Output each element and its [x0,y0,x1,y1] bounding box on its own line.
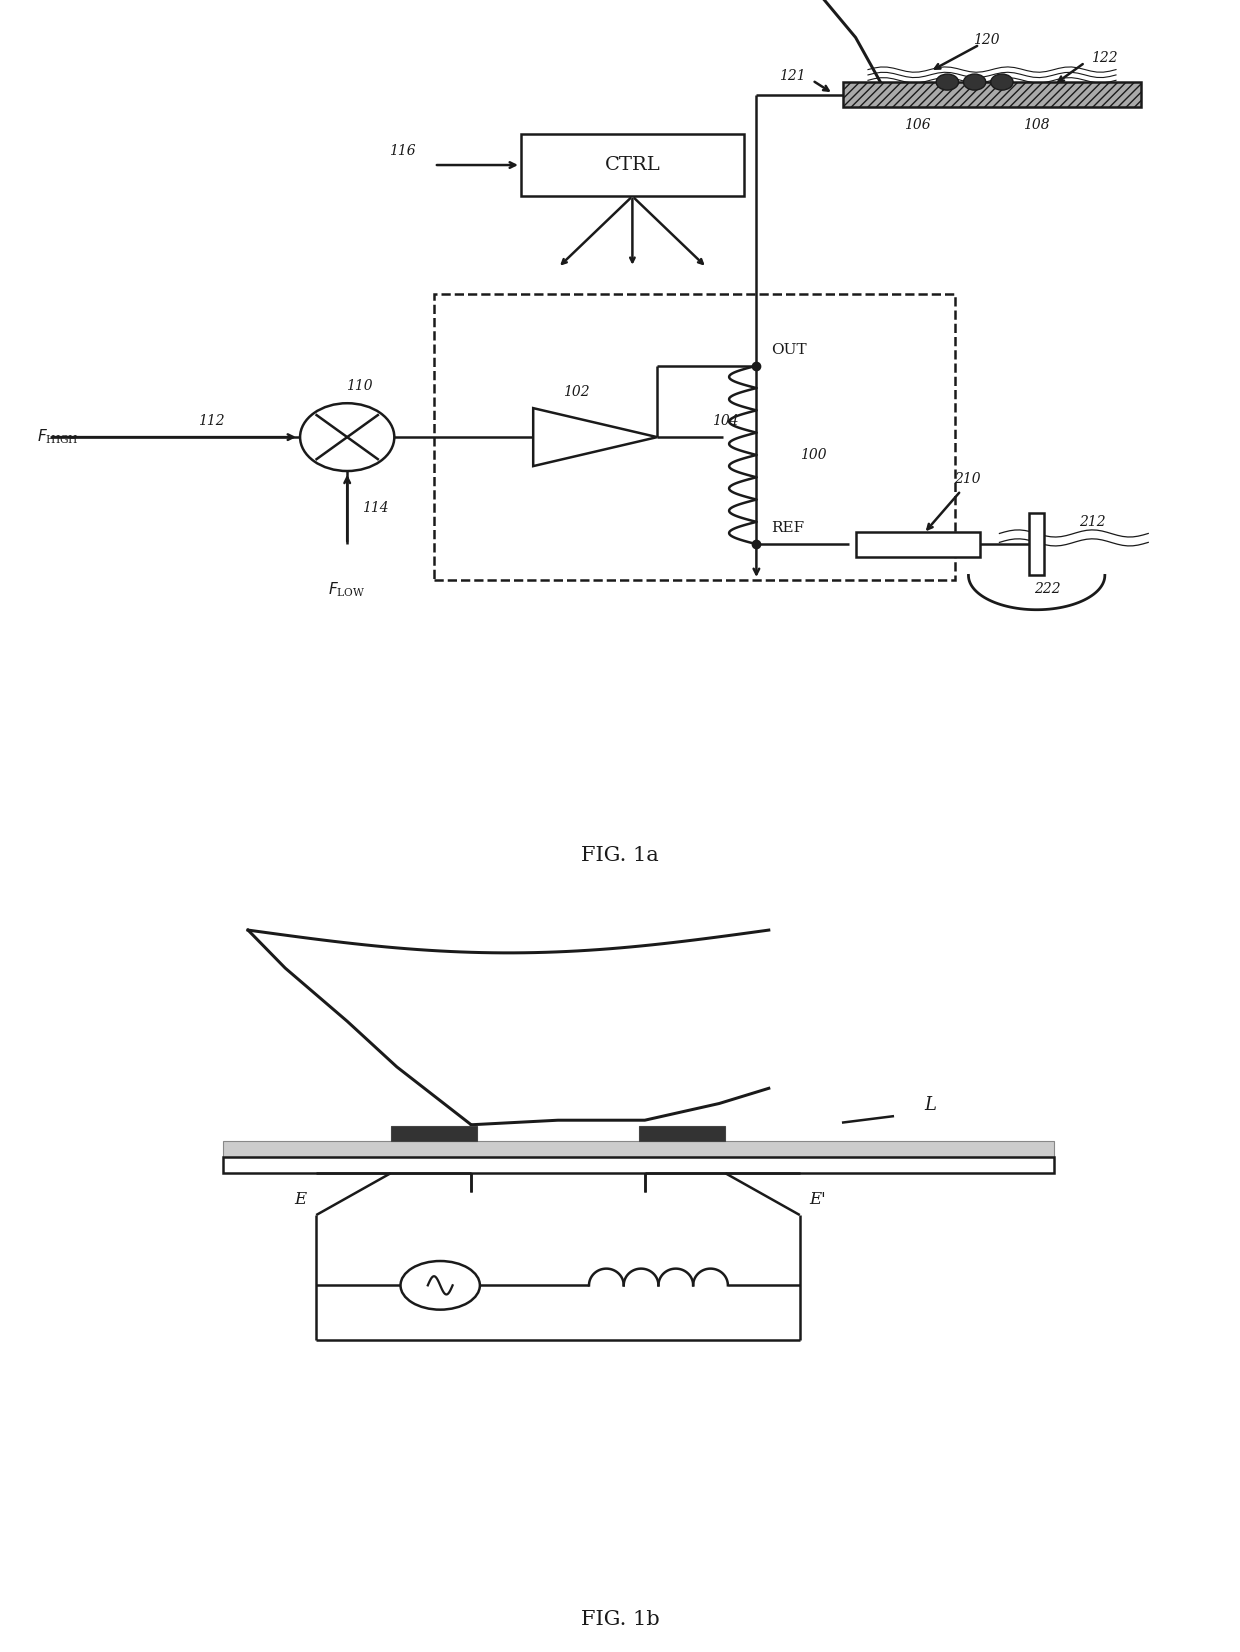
Bar [223,1156,1054,1173]
Text: 222: 222 [1034,582,1061,596]
Text: OUT: OUT [771,344,807,357]
Text: 122: 122 [1091,51,1117,64]
Circle shape [401,1260,480,1310]
Circle shape [936,74,959,91]
Text: 104: 104 [712,415,739,428]
Text: FIG. 1b: FIG. 1b [580,1611,660,1629]
Text: 210: 210 [954,472,981,486]
Circle shape [300,403,394,471]
Text: 106: 106 [904,117,931,132]
Text: 120: 120 [973,33,999,48]
Text: 121: 121 [780,69,806,83]
Text: 212: 212 [1079,515,1105,529]
Circle shape [991,74,1013,91]
Text: 108: 108 [1023,117,1050,132]
Circle shape [963,74,986,91]
Text: 110: 110 [346,378,373,393]
Bar [223,1142,1054,1156]
Text: E: E [294,1191,306,1208]
Text: L: L [924,1095,936,1113]
Bar [521,134,744,197]
Polygon shape [533,408,657,466]
Text: CTRL: CTRL [605,155,660,173]
Bar [1029,512,1044,575]
Text: 114: 114 [362,502,388,515]
Text: $F_{\mathregular{HIGH}}$: $F_{\mathregular{HIGH}}$ [37,428,79,446]
Text: FIG. 1a: FIG. 1a [582,846,658,866]
Text: $F_{\mathregular{LOW}}$: $F_{\mathregular{LOW}}$ [329,580,366,598]
Bar [639,1127,725,1142]
Text: 100: 100 [800,448,826,463]
Text: 102: 102 [563,385,590,400]
Text: REF: REF [771,522,805,535]
Bar [434,294,955,580]
Text: 112: 112 [198,415,224,428]
Text: E': E' [810,1191,827,1208]
Bar [391,1127,477,1142]
Bar [856,532,980,557]
Text: 116: 116 [389,144,415,159]
Bar [843,83,1141,107]
